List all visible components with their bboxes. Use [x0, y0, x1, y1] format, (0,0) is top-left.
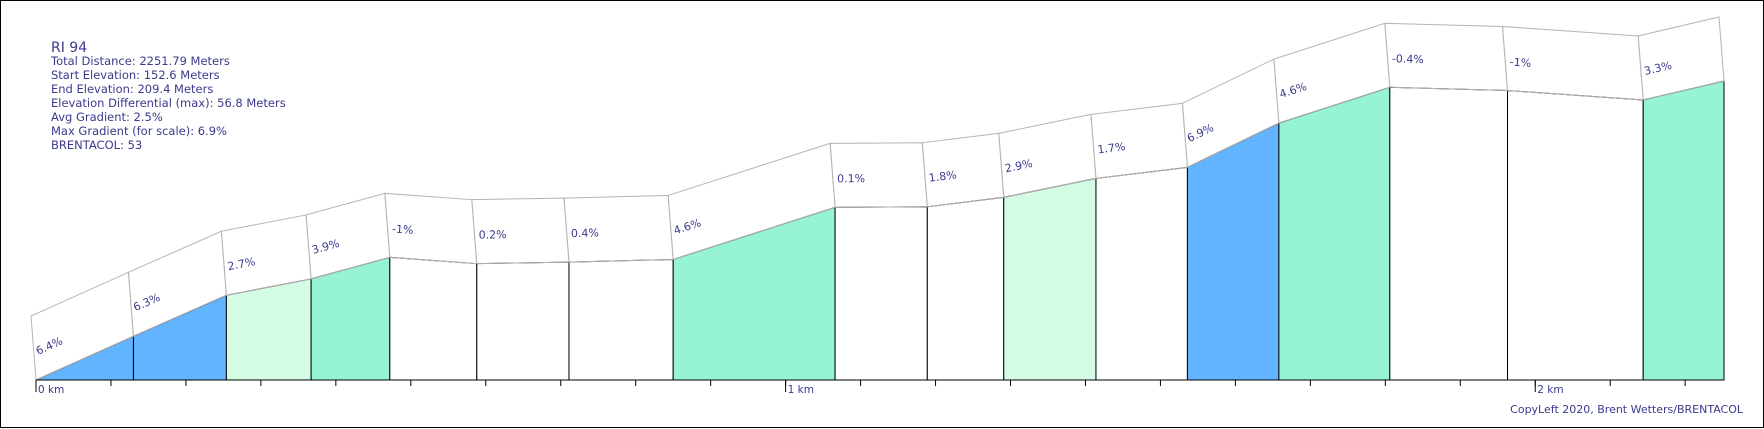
segments-layer: 6.4% 6.3% 2.7% 3.9% -1% 0.2% 0.4% 4.6% 0.1% 1.8% 2…	[30, 16, 1725, 381]
segment-gradient-label: -1%	[392, 222, 414, 237]
segment-0: 6.4%	[30, 271, 134, 381]
segment-14: -0.4%	[1384, 22, 1509, 381]
segment-10: 2.9%	[998, 113, 1097, 381]
segment-gradient-label: 3.9%	[310, 237, 340, 257]
segment-13: 4.6%	[1273, 22, 1391, 381]
route-title: RI 94	[51, 40, 87, 56]
copyleft-notice: CopyLeft 2020, Brent Wetters/BRENTACOL	[1510, 403, 1744, 416]
segment-fill	[1095, 166, 1188, 381]
route-info: RI 94 Total Distance: 2251.79 Meters Sta…	[50, 40, 286, 152]
stat-max-gradient: Max Gradient (for scale): 6.9%	[51, 124, 227, 138]
segment-gradient-label: 4.6%	[1278, 80, 1309, 101]
segment-6: 0.4%	[563, 194, 674, 381]
segment-fill	[476, 261, 570, 381]
segment-gradient-label: 6.4%	[34, 334, 65, 357]
segment-gradient-label: -1%	[1509, 55, 1531, 69]
segment-gradient-label: 2.9%	[1004, 157, 1034, 175]
segment-1: 6.3%	[127, 230, 227, 381]
segment-fill	[1642, 80, 1725, 381]
segment-gradient-label: 6.3%	[131, 291, 162, 314]
segment-gradient-label: 1.7%	[1097, 140, 1126, 156]
segment-fill	[1278, 86, 1391, 381]
segment-gradient-label: 3.3%	[1643, 59, 1673, 78]
segment-fill	[1003, 177, 1097, 381]
stat-brentacol: BRENTACOL: 53	[51, 138, 142, 152]
segment-gradient-label: 1.8%	[928, 168, 957, 184]
segment-fill	[926, 196, 1005, 381]
segment-fill	[1389, 86, 1509, 381]
segment-7: 4.6%	[667, 142, 836, 381]
segment-11: 1.7%	[1090, 102, 1188, 381]
segment-gradient-label: 2.7%	[227, 255, 257, 273]
segment-label-band	[1637, 16, 1725, 101]
segment-4: -1%	[384, 192, 478, 381]
x-tick-label: 1 km	[788, 384, 814, 396]
x-axis: 0 km 1 km 2 km	[35, 379, 1724, 396]
segment-2: 2.7%	[220, 214, 312, 381]
x-tick-label: 2 km	[1537, 384, 1563, 396]
segment-fill	[834, 206, 928, 381]
segment-16: 3.3%	[1637, 16, 1725, 381]
segment-15: -1%	[1501, 25, 1644, 381]
segment-label-band	[921, 132, 1005, 208]
segment-gradient-label: 6.9%	[1185, 121, 1216, 145]
segment-fill	[1186, 122, 1280, 381]
x-tick-label: 0 km	[38, 384, 64, 396]
stat-end-elevation: End Elevation: 209.4 Meters	[51, 82, 213, 96]
segment-3: 3.9%	[305, 192, 391, 381]
stat-elevation-differential: Elevation Differential (max): 56.8 Meter…	[51, 96, 286, 110]
segment-9: 1.8%	[921, 132, 1005, 381]
segment-5: 0.2%	[471, 197, 570, 381]
segment-fill	[389, 256, 478, 381]
segment-gradient-label: -0.4%	[1392, 52, 1424, 66]
segment-gradient-label: 0.4%	[571, 226, 599, 240]
segment-label-band	[1090, 102, 1188, 179]
stat-total-distance: Total Distance: 2251.79 Meters	[50, 54, 230, 68]
segment-fill	[568, 258, 674, 381]
segment-8: 0.1%	[829, 142, 928, 381]
segment-gradient-label: 0.1%	[837, 172, 865, 185]
segment-fill	[225, 278, 312, 381]
segment-fill	[1507, 89, 1644, 381]
stat-avg-gradient: Avg Gradient: 2.5%	[51, 110, 163, 124]
stat-start-elevation: Start Elevation: 152.6 Meters	[51, 68, 220, 82]
segment-gradient-label: 4.6%	[672, 216, 703, 237]
segment-gradient-label: 0.2%	[479, 228, 507, 241]
segment-12: 6.9%	[1181, 58, 1280, 381]
